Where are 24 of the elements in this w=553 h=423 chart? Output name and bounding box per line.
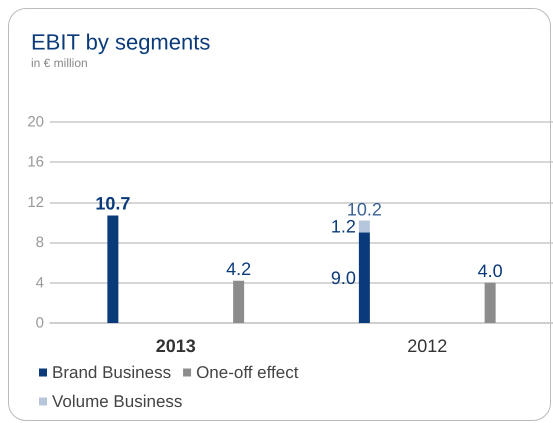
data-label: 9.0 bbox=[330, 268, 356, 288]
y-tick-label: 16 bbox=[27, 154, 44, 171]
chart-title: EBIT by segments bbox=[31, 30, 210, 54]
total-label: 10.2 bbox=[346, 199, 382, 220]
legend-label: Volume Business bbox=[52, 392, 182, 411]
chart-subtitle: in € million bbox=[31, 56, 88, 70]
y-tick-label: 12 bbox=[27, 194, 44, 211]
y-tick-label: 8 bbox=[36, 234, 44, 252]
bar bbox=[358, 232, 370, 323]
data-label: 10.7 bbox=[95, 193, 130, 214]
data-label: 1.2 bbox=[330, 216, 356, 237]
bar bbox=[358, 220, 370, 233]
legend-label: One-off effect bbox=[196, 363, 299, 382]
y-tick-label: 20 bbox=[27, 114, 44, 130]
y-tick-label: 0 bbox=[36, 314, 44, 332]
bar bbox=[484, 282, 496, 323]
y-tick-label: 4 bbox=[36, 274, 44, 292]
bar bbox=[107, 215, 118, 323]
bar bbox=[233, 280, 244, 323]
legend-label: Brand Business bbox=[52, 363, 172, 382]
data-label: 4.2 bbox=[226, 258, 252, 279]
x-tick-label: 2013 bbox=[156, 336, 196, 356]
x-tick-label: 2012 bbox=[407, 336, 448, 356]
data-label: 4.0 bbox=[478, 260, 503, 281]
